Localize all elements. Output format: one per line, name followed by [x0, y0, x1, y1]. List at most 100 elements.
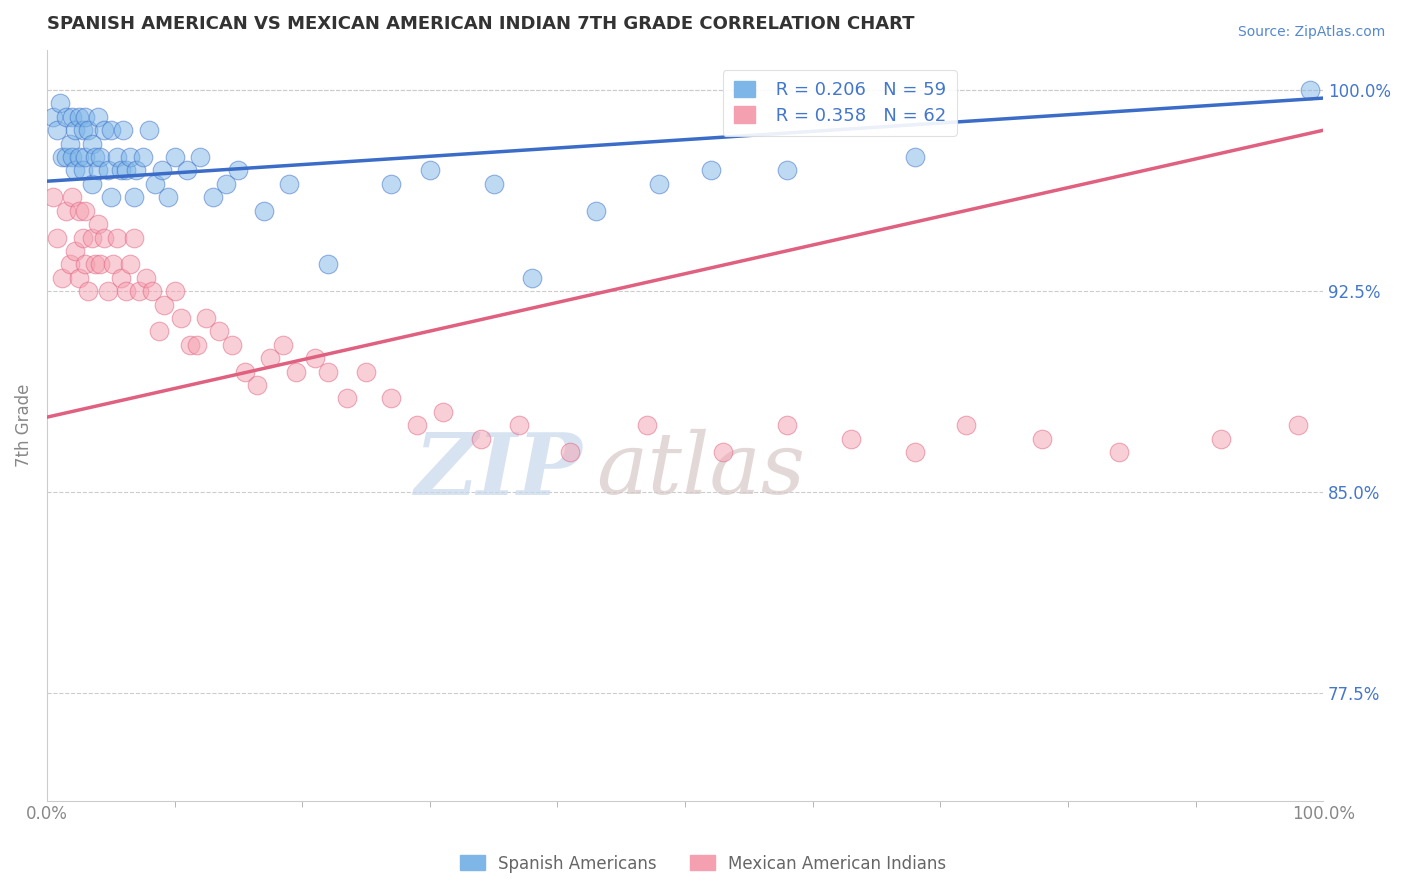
Point [406, 418, 429, 433]
Point [100, 190, 122, 204]
Point [75, 257, 97, 271]
Point [115, 163, 138, 178]
Point [1108, 445, 1130, 459]
Point [93, 230, 115, 244]
Point [150, 163, 173, 178]
Point [51, 150, 73, 164]
Point [72, 163, 94, 178]
Point [138, 123, 160, 137]
Point [170, 310, 193, 325]
Point [76, 284, 98, 298]
Point [839, 432, 862, 446]
Point [233, 365, 256, 379]
Point [278, 177, 301, 191]
Text: atlas: atlas [596, 429, 804, 512]
Point [1209, 432, 1232, 446]
Point [432, 405, 454, 419]
Point [46, 123, 69, 137]
Point [62, 110, 84, 124]
Point [179, 338, 201, 352]
Point [48, 96, 70, 111]
Point [131, 150, 153, 164]
Point [246, 378, 269, 392]
Point [636, 418, 658, 433]
Point [72, 123, 94, 137]
Point [419, 163, 441, 178]
Point [105, 150, 128, 164]
Point [1299, 83, 1322, 97]
Point [354, 365, 377, 379]
Point [51, 270, 73, 285]
Point [75, 110, 97, 124]
Point [110, 163, 132, 178]
Point [55, 110, 77, 124]
Point [1286, 418, 1309, 433]
Point [89, 150, 111, 164]
Point [259, 351, 281, 366]
Point [482, 177, 505, 191]
Point [214, 177, 236, 191]
Point [711, 445, 734, 459]
Point [100, 123, 122, 137]
Point [80, 136, 103, 151]
Point [80, 177, 103, 191]
Point [776, 163, 799, 178]
Point [87, 217, 110, 231]
Point [148, 324, 170, 338]
Point [87, 163, 110, 178]
Point [55, 203, 77, 218]
Point [42, 110, 65, 124]
Point [163, 150, 186, 164]
Point [560, 445, 582, 459]
Point [176, 163, 198, 178]
Point [75, 203, 97, 218]
Point [84, 257, 107, 271]
Point [80, 230, 103, 244]
Point [271, 338, 294, 352]
Point [221, 338, 243, 352]
Point [153, 297, 176, 311]
Point [904, 150, 927, 164]
Point [112, 123, 135, 137]
Point [1031, 432, 1053, 446]
Point [955, 418, 977, 433]
Point [84, 150, 107, 164]
Point [63, 244, 86, 258]
Point [186, 338, 208, 352]
Point [776, 418, 799, 433]
Point [62, 150, 84, 164]
Point [380, 177, 402, 191]
Point [59, 136, 82, 151]
Point [103, 257, 125, 271]
Point [316, 365, 339, 379]
Point [122, 190, 145, 204]
Point [122, 230, 145, 244]
Point [118, 150, 141, 164]
Point [63, 163, 86, 178]
Point [89, 257, 111, 271]
Point [648, 177, 671, 191]
Point [72, 230, 94, 244]
Point [118, 257, 141, 271]
Point [67, 110, 90, 124]
Point [284, 365, 307, 379]
Point [63, 123, 86, 137]
Point [145, 177, 167, 191]
Point [76, 123, 98, 137]
Point [67, 270, 90, 285]
Y-axis label: 7th Grade: 7th Grade [15, 384, 32, 467]
Text: ZIP: ZIP [415, 428, 583, 512]
Point [62, 190, 84, 204]
Point [699, 163, 721, 178]
Point [115, 284, 138, 298]
Point [201, 190, 224, 204]
Point [110, 270, 132, 285]
Legend:  R = 0.206   N = 59,  R = 0.358   N = 62: R = 0.206 N = 59, R = 0.358 N = 62 [723, 70, 956, 136]
Point [128, 284, 150, 298]
Point [46, 230, 69, 244]
Text: Source: ZipAtlas.com: Source: ZipAtlas.com [1237, 25, 1385, 39]
Point [188, 150, 211, 164]
Point [125, 163, 148, 178]
Point [67, 150, 90, 164]
Point [105, 230, 128, 244]
